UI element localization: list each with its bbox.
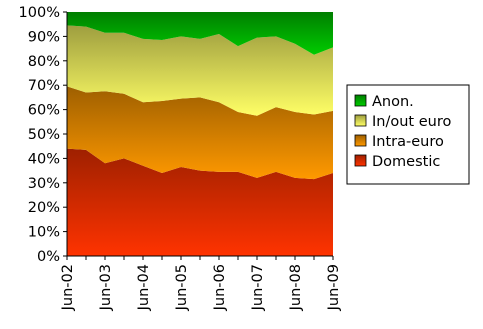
legend: Anon. In/out euro Intra-euro Domestic bbox=[346, 84, 470, 185]
x-tick-label: Jun-08 bbox=[288, 264, 304, 311]
y-tick-label: 20% bbox=[28, 200, 60, 216]
y-tick-label: 10% bbox=[28, 225, 60, 241]
y-tick-label: 100% bbox=[19, 5, 60, 21]
legend-swatch-anon bbox=[354, 94, 367, 107]
y-tick-label: 90% bbox=[28, 29, 60, 45]
x-tick-label: Jun-09 bbox=[326, 264, 342, 311]
legend-box bbox=[346, 84, 470, 185]
legend-swatch-in-out-euro bbox=[354, 114, 367, 127]
x-tick-label: Jun-07 bbox=[250, 264, 266, 311]
y-tick-label: 30% bbox=[28, 176, 60, 192]
area-anon bbox=[67, 12, 333, 55]
legend-swatch-domestic bbox=[354, 154, 367, 167]
area-in-out-euro bbox=[67, 25, 333, 116]
legend-label-anon: Anon. bbox=[372, 94, 414, 110]
x-tick-label: Jun-05 bbox=[174, 264, 190, 311]
x-tick-label: Jun-02 bbox=[60, 264, 76, 311]
legend-label-in-out-euro: In/out euro bbox=[372, 114, 451, 130]
area-domestic bbox=[67, 148, 333, 256]
y-tick-label: 50% bbox=[28, 127, 60, 143]
y-tick-label: 70% bbox=[28, 78, 60, 94]
x-tick-label: Jun-04 bbox=[136, 264, 152, 311]
y-tick-label: 60% bbox=[28, 103, 60, 119]
legend-swatch-intra-euro bbox=[354, 134, 367, 147]
y-tick-label: 0% bbox=[37, 249, 60, 265]
axes: 0% 10% 20% 30% 40% 50% 60% 70% 80% 90% 100% Jun-02 J… bbox=[19, 5, 342, 311]
y-tick-label: 40% bbox=[28, 151, 60, 167]
area-intra-euro bbox=[67, 86, 333, 180]
legend-label-intra-euro: Intra-euro bbox=[372, 134, 444, 150]
legend-label-domestic: Domestic bbox=[372, 154, 440, 170]
x-tick-label: Jun-06 bbox=[212, 264, 228, 311]
plot-area bbox=[67, 12, 333, 256]
y-tick-label: 80% bbox=[28, 54, 60, 70]
x-tick-label: Jun-03 bbox=[98, 264, 114, 311]
